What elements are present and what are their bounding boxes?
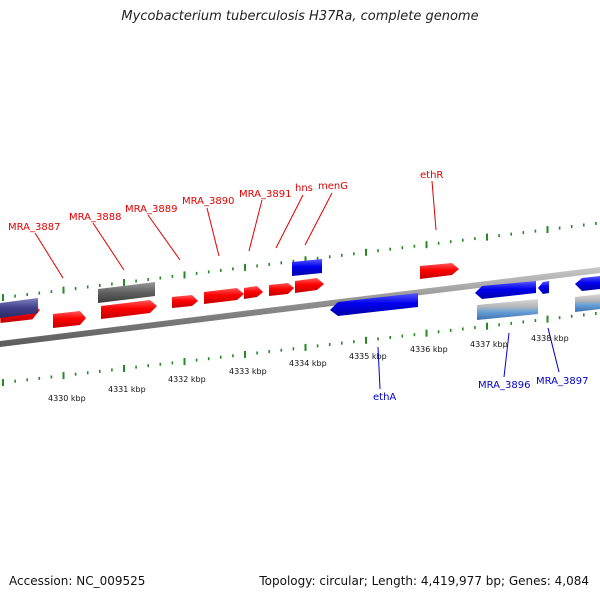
tick-label: 4331 kbp (108, 385, 146, 394)
gene-label-mra-3897[interactable]: MRA_3897 (536, 376, 588, 387)
gene-label-mra-3891[interactable]: MRA_3891 (239, 189, 291, 200)
tick-label: 4332 kbp (168, 375, 206, 384)
reverse-gene-labels: ethA MRA_3896 MRA_3897 (373, 327, 588, 403)
gene-label-hns[interactable]: hns (295, 183, 313, 194)
gene-label-mra-3888[interactable]: MRA_3888 (69, 212, 121, 223)
forward-gene-labels: MRA_3887 MRA_3888 MRA_3889 MRA_3890 MRA_… (8, 170, 443, 279)
gene-reverse (575, 276, 600, 291)
gene-label-mra-3896[interactable]: MRA_3896 (478, 380, 530, 391)
label-leader (431, 180, 437, 231)
tick-label: 4330 kbp (48, 394, 86, 403)
tick-label: 4336 kbp (410, 345, 448, 354)
tick-label: 4334 kbp (289, 359, 327, 368)
label-leader (92, 222, 125, 271)
map-title: Mycobacterium tuberculosis H37Ra, comple… (121, 9, 479, 24)
label-leader (206, 207, 220, 257)
tick-label: 4337 kbp (470, 340, 508, 349)
gene-label-mra-3890[interactable]: MRA_3890 (182, 196, 234, 207)
label-leader (377, 346, 381, 390)
tick-label: 4335 kbp (349, 352, 387, 361)
label-leader (248, 199, 263, 252)
gene-label-etha[interactable]: ethA (373, 392, 396, 403)
gene-forward (53, 311, 86, 328)
label-leader (34, 232, 64, 279)
feature-block (292, 259, 322, 276)
upper-tick-row (2, 222, 597, 302)
gene-label-mra-3889[interactable]: MRA_3889 (125, 204, 177, 215)
gene-reverse (538, 281, 549, 294)
gene-label-ethr[interactable]: ethR (420, 170, 443, 181)
genome-backbone (0, 267, 600, 347)
label-leader (147, 214, 181, 261)
tick-label: 4338 kbp (531, 334, 569, 343)
reverse-strand-genes (330, 276, 600, 316)
tick-label: 4333 kbp (229, 367, 267, 376)
gene-label-meng[interactable]: menG (318, 181, 348, 192)
gene-label-mra-3887[interactable]: MRA_3887 (8, 222, 60, 233)
label-leader (275, 194, 304, 249)
gene-forward (420, 263, 459, 279)
genome-summary-text: Topology: circular; Length: 4,419,977 bp… (259, 574, 589, 588)
gene-reverse (330, 293, 418, 316)
gene-forward (204, 288, 244, 304)
feature-band (575, 294, 600, 312)
gene-forward (101, 300, 157, 319)
feature-band (477, 299, 538, 320)
gene-reverse (475, 281, 536, 299)
accession-text: Accession: NC_009525 (9, 574, 146, 588)
gene-forward (269, 283, 294, 296)
feature-block (0, 298, 38, 318)
gene-forward (244, 286, 263, 299)
gene-forward (295, 278, 324, 293)
label-leader (503, 332, 510, 378)
gene-forward (172, 295, 198, 308)
other-features (0, 259, 600, 320)
kbp-tick-labels: 4330 kbp 4331 kbp 4332 kbp 4333 kbp 4334… (48, 334, 569, 403)
lower-tick-row (2, 312, 597, 387)
feature-block (98, 282, 155, 303)
label-leader (304, 192, 333, 246)
label-leader (547, 327, 560, 373)
